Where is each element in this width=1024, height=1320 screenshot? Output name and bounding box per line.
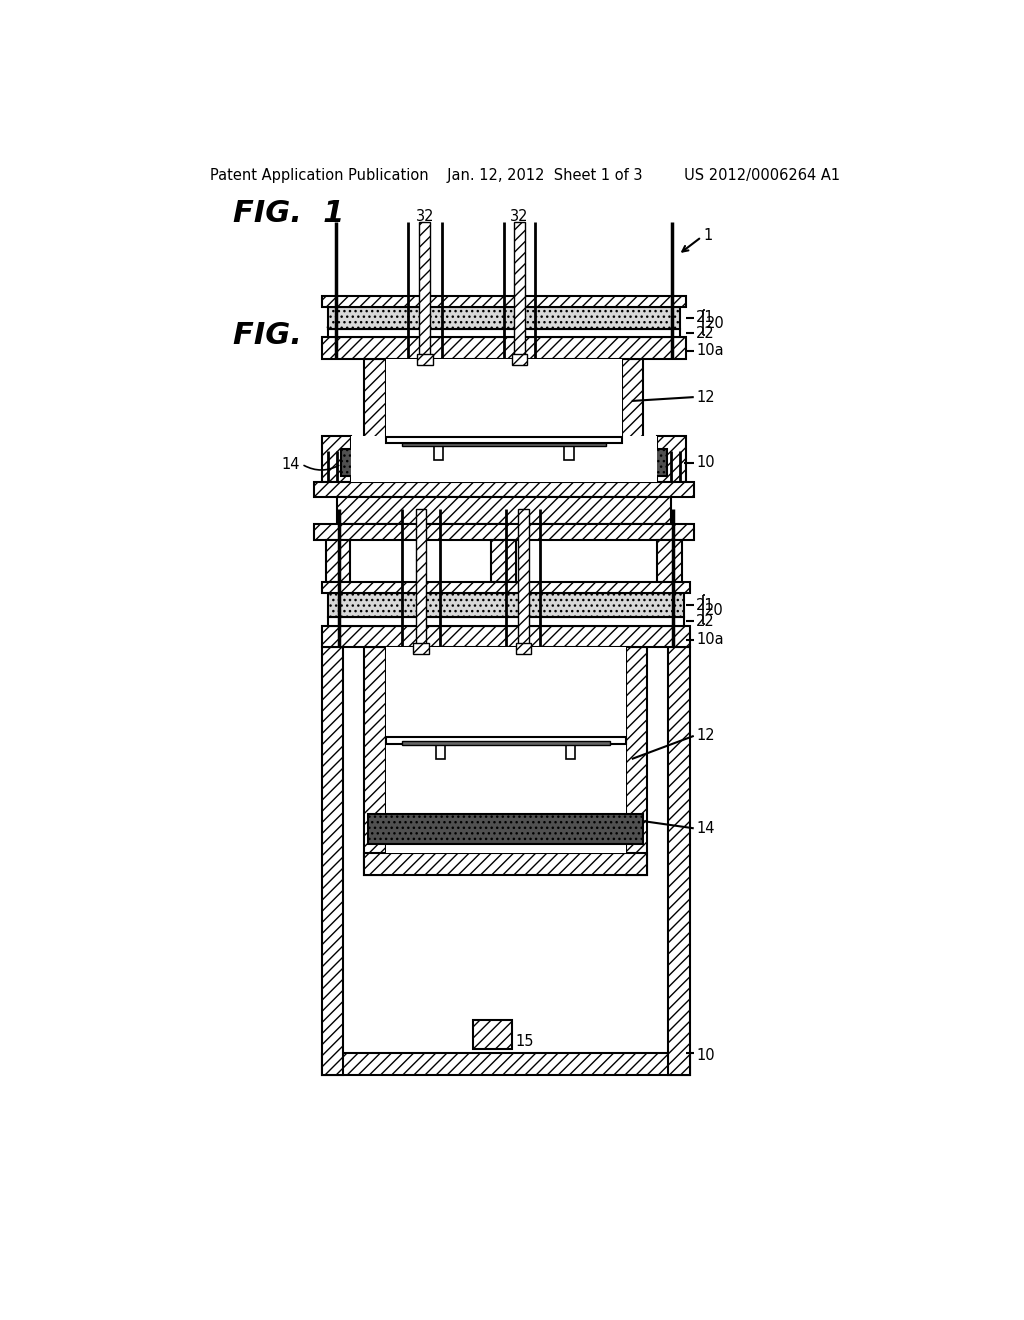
Bar [365,853,647,875]
Bar [656,436,686,482]
Bar [322,436,351,482]
Bar [328,616,684,626]
Text: 11: 11 [401,775,420,789]
Text: FIG.  2: FIG. 2 [232,321,344,350]
Text: 12: 12 [696,729,715,743]
Bar [365,647,386,875]
Bar [473,1020,512,1049]
Bar [369,814,643,843]
Bar [514,222,525,363]
Bar [512,354,527,364]
Text: 32: 32 [510,209,528,223]
Bar [386,738,626,743]
Bar [386,437,622,444]
Bar [518,508,528,651]
Text: Patent Application Publication    Jan. 12, 2012  Sheet 1 of 3         US 2012/00: Patent Application Publication Jan. 12, … [210,168,840,183]
Bar [314,482,693,498]
Bar [669,647,690,1074]
Bar [386,359,622,437]
Text: 14: 14 [696,821,715,836]
Bar [322,337,686,359]
Text: 13: 13 [487,457,505,471]
Text: 1: 1 [703,228,713,243]
Text: 10: 10 [696,455,715,470]
Bar [322,582,690,594]
Bar [626,647,647,875]
Bar [386,647,626,853]
Bar [401,742,610,744]
Bar [328,329,680,337]
Bar [417,354,432,364]
Bar [416,508,426,651]
Text: 14: 14 [282,457,300,471]
Bar [326,540,350,582]
Text: 21: 21 [696,598,715,612]
Text: 32: 32 [416,209,434,223]
Text: 12: 12 [696,389,715,405]
Bar [351,436,656,482]
Bar [622,359,643,444]
Bar [434,444,443,461]
Bar [322,296,686,308]
Text: 11: 11 [460,445,478,461]
Bar [337,498,671,524]
Bar [328,594,684,616]
Bar [322,1053,690,1074]
Text: 10a: 10a [696,343,724,359]
Bar [401,442,606,446]
Text: 22: 22 [696,326,715,341]
Bar [328,308,680,329]
Bar [515,643,531,653]
Bar [322,647,343,1074]
Text: 22: 22 [696,614,715,628]
Text: 21: 21 [696,310,715,325]
Text: 20: 20 [706,603,724,618]
Bar [414,643,429,653]
Bar [322,626,690,647]
Bar [420,222,430,363]
Text: 13: 13 [483,797,502,813]
Text: 10a: 10a [696,632,724,647]
Bar [343,647,669,1053]
Text: 10: 10 [696,1048,715,1063]
Bar [341,449,667,475]
Bar [314,524,693,540]
Bar [566,743,575,759]
Text: 32: 32 [514,495,532,510]
Text: 15: 15 [515,1034,534,1049]
Text: 20: 20 [707,317,725,331]
Text: FIG.  1: FIG. 1 [232,199,344,228]
Bar [492,540,516,582]
Bar [657,540,682,582]
Bar [435,743,445,759]
Bar [564,444,573,461]
Bar [365,359,386,444]
Text: 32: 32 [412,495,430,510]
